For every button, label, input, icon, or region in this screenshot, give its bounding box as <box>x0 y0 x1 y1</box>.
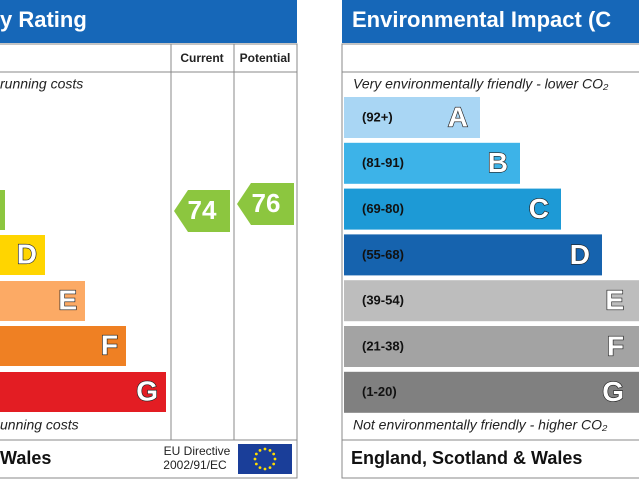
bottom-note: unning costs <box>0 417 79 433</box>
band-letter: B <box>488 147 508 178</box>
band-letter: G <box>602 376 624 407</box>
left-title: y Rating <box>0 7 87 32</box>
band-range: (21-38) <box>362 338 404 353</box>
star <box>258 448 262 452</box>
band-range: (92+) <box>362 109 393 124</box>
star <box>272 462 276 466</box>
potential-arrow <box>237 183 294 225</box>
band-letter: A <box>448 101 468 132</box>
directive: 2002/91/EC <box>163 458 227 472</box>
band-letter: C <box>529 193 549 224</box>
band-range: (69-80) <box>362 201 404 216</box>
band <box>0 372 166 412</box>
right-title: Environmental Impact (C <box>352 7 611 32</box>
band <box>0 326 126 366</box>
band <box>344 326 639 367</box>
top-note: Very environmentally friendly - lower CO… <box>353 76 609 92</box>
band-range: (1-20) <box>362 384 397 399</box>
band-letter: E <box>58 284 77 315</box>
band-letter: D <box>17 238 37 269</box>
footer: England, Scotland & Wales <box>351 448 582 468</box>
band-range: (39-54) <box>362 293 404 308</box>
band-letter: F <box>101 329 118 360</box>
footer: Wales <box>0 448 51 468</box>
star <box>268 448 272 452</box>
star <box>258 466 262 470</box>
band-letter: E <box>605 285 624 316</box>
current-score: 74 <box>188 195 217 225</box>
directive: EU Directive <box>164 444 231 458</box>
band <box>0 281 85 321</box>
band <box>0 235 45 275</box>
band <box>344 97 480 138</box>
column-header: Current <box>180 51 223 65</box>
band <box>344 280 639 322</box>
star <box>263 447 267 451</box>
star <box>254 462 258 466</box>
potential-score: 76 <box>252 188 281 218</box>
top-note: running costs <box>0 76 83 92</box>
star <box>263 467 267 471</box>
star <box>253 457 257 461</box>
band-letter: F <box>607 330 624 361</box>
column-header: Potential <box>240 51 291 65</box>
band-letter: D <box>570 239 590 270</box>
band <box>344 234 602 276</box>
star <box>254 452 258 456</box>
band-range: (81-91) <box>362 155 404 170</box>
star <box>268 466 272 470</box>
band <box>344 142 520 184</box>
star <box>273 457 277 461</box>
band <box>344 188 561 230</box>
band-c-edge <box>0 190 5 230</box>
star <box>272 452 276 456</box>
bottom-note: Not environmentally friendly - higher CO… <box>353 417 608 433</box>
current-arrow <box>174 190 230 232</box>
right-header <box>342 0 639 43</box>
eu-stars <box>253 447 277 471</box>
band-range: (55-68) <box>362 247 404 262</box>
left-header <box>0 0 297 43</box>
band-letter: G <box>136 375 158 406</box>
band <box>344 371 639 413</box>
